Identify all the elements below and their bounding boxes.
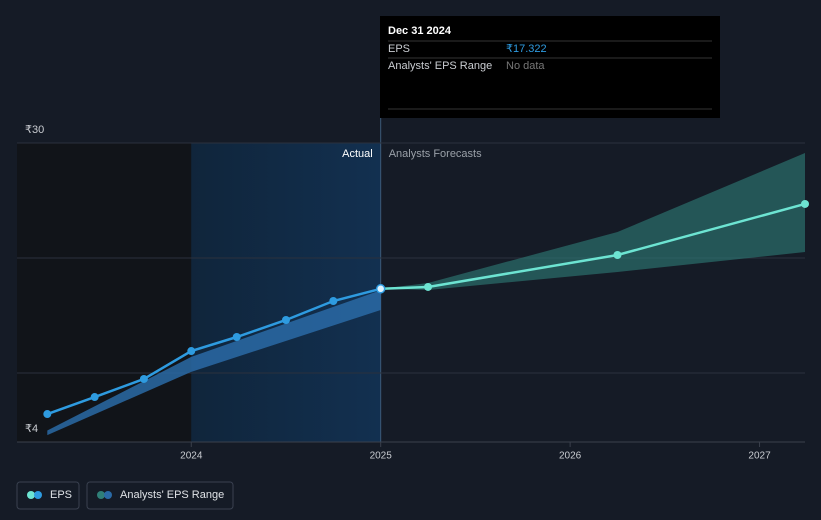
background (17, 118, 382, 442)
x-tick-label: 2024 (180, 451, 203, 462)
tooltip-box (380, 16, 720, 118)
eps-point (281, 315, 290, 324)
grid (17, 142, 805, 447)
legend-swatch (34, 491, 42, 499)
past-area (17, 143, 192, 442)
tooltip-value: No data (506, 60, 545, 72)
forecast-label: Analysts Forecasts (389, 148, 482, 160)
legend: EPS Analysts' EPS Range (16, 481, 234, 510)
tooltip-label: EPS (388, 43, 410, 55)
legend-swatch (104, 491, 112, 499)
x-tick-label: 2026 (559, 451, 582, 462)
legend-swatch (27, 491, 35, 499)
eps-point (375, 284, 386, 294)
eps-point (801, 199, 809, 208)
marks (43, 153, 809, 436)
eps-point (139, 374, 148, 383)
tooltip-date: Dec 31 2024 (388, 25, 452, 37)
eps-point (329, 297, 338, 306)
y-tick-label: ₹30 (25, 124, 44, 136)
range-area (47, 290, 381, 436)
eps-point (613, 251, 622, 260)
legend-swatch (97, 491, 105, 499)
y-tick-label: ₹4 (25, 423, 38, 435)
eps-line (380, 202, 806, 291)
labels: ₹4 ₹30 2024 2025 2026 2027 Actual Analysts Fore… (25, 124, 771, 462)
legend-item[interactable] (86, 481, 234, 510)
eps-point (232, 333, 241, 342)
eps-point (43, 410, 52, 419)
legend-label: Analysts' EPS Range (120, 489, 224, 501)
x-tick-label: 2025 (370, 451, 393, 462)
actual-label: Actual (342, 148, 373, 160)
eps-point (187, 347, 196, 356)
tooltip-value: ₹17.322 (506, 43, 547, 55)
range-area (380, 153, 805, 290)
x-tick-label: 2027 (748, 451, 771, 462)
eps-line (46, 287, 382, 416)
tooltip: Dec 31 2024 EPS ₹17.322 Analysts' EPS Ra… (380, 16, 720, 118)
last-year-area (191, 143, 381, 442)
tooltip-label: Analysts' EPS Range (388, 60, 492, 72)
legend-label: EPS (50, 489, 72, 501)
legend-item[interactable] (16, 481, 80, 510)
eps-point (424, 282, 433, 291)
eps-point (90, 393, 99, 402)
